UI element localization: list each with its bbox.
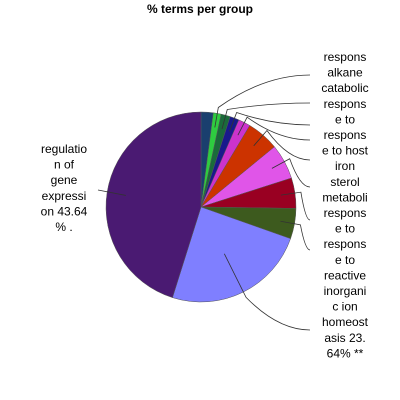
right-label-line-1: alkane: [327, 66, 363, 80]
left-label-line-1: n of: [54, 158, 75, 172]
leader-line-8: [223, 253, 311, 331]
left-label-line-4: on 43.64: [41, 204, 88, 218]
right-label-line-5: respons: [324, 128, 367, 142]
right-label-line-16: c ion: [332, 300, 357, 314]
left-label-line-2: gene: [51, 173, 78, 187]
right-label-line-19: 64% **: [327, 346, 364, 360]
pie-slices: [105, 111, 297, 303]
right-label-line-13: e to: [335, 253, 355, 267]
left-label-line-0: regulatio: [41, 142, 87, 156]
leader-lines: [97, 74, 311, 331]
right-label-line-12: respons: [324, 237, 367, 251]
right-label-line-17: homeost: [322, 315, 369, 329]
right-label-line-10: respons: [324, 206, 367, 220]
leader-line-6: [280, 191, 311, 221]
right-label-line-9: metaboli: [322, 190, 367, 204]
right-label-line-6: e to host: [322, 144, 369, 158]
leader-line-1: [221, 102, 311, 130]
right-label-line-15: inorgani: [324, 284, 367, 298]
right-label-line-4: e to: [335, 112, 355, 126]
right-label-line-7: iron: [335, 159, 355, 173]
right-label-line-8: sterol: [330, 175, 359, 189]
left-label-line-3: expressi: [42, 189, 87, 203]
right-label-line-0: respons: [324, 50, 367, 64]
leader-line-5: [271, 158, 311, 188]
left-label-line-5: % .: [55, 220, 72, 234]
right-label-line-3: respons: [324, 97, 367, 111]
leader-line-4: [253, 129, 311, 161]
chart-title: % terms per group: [147, 2, 253, 16]
leader-line-3: [237, 116, 311, 141]
leader-line-2: [229, 111, 311, 132]
right-label-line-11: e to: [335, 222, 355, 236]
right-label-line-14: reactive: [324, 268, 366, 282]
pie-slice-10: [105, 111, 202, 298]
leader-line-7: [280, 220, 311, 251]
leader-line-left: [97, 189, 126, 196]
right-label-line-18: asis 23.: [324, 331, 365, 345]
leader-line-0: [214, 74, 311, 128]
right-label-line-2: catabolic: [321, 81, 368, 95]
